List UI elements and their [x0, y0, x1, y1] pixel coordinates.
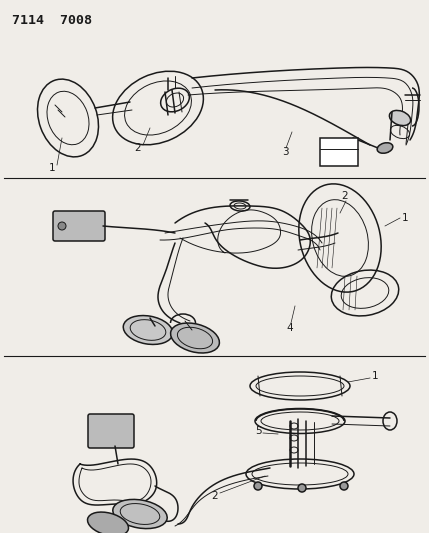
- Text: 2: 2: [135, 143, 141, 153]
- Ellipse shape: [340, 482, 348, 490]
- Ellipse shape: [171, 323, 219, 353]
- FancyBboxPatch shape: [88, 414, 134, 448]
- Text: 2: 2: [211, 491, 218, 501]
- Ellipse shape: [58, 222, 66, 230]
- Text: 4: 4: [287, 323, 293, 333]
- Text: 1: 1: [372, 371, 378, 381]
- Ellipse shape: [254, 482, 262, 490]
- Text: 3: 3: [282, 147, 288, 157]
- Text: 1: 1: [48, 163, 55, 173]
- Text: 5: 5: [255, 426, 261, 436]
- Text: 2: 2: [341, 191, 348, 201]
- Text: 7114  7008: 7114 7008: [12, 14, 92, 27]
- Bar: [320, 138, 358, 166]
- FancyBboxPatch shape: [53, 211, 105, 241]
- Ellipse shape: [123, 316, 173, 344]
- Ellipse shape: [377, 143, 393, 154]
- Ellipse shape: [88, 512, 128, 533]
- Ellipse shape: [390, 110, 411, 126]
- Ellipse shape: [113, 499, 167, 529]
- Ellipse shape: [298, 484, 306, 492]
- Text: 1: 1: [402, 213, 408, 223]
